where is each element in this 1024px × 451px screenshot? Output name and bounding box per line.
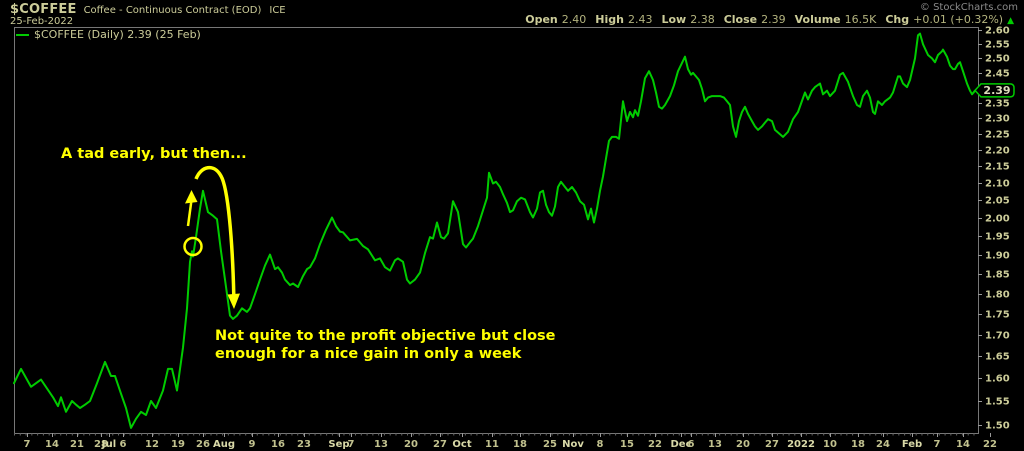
x-axis-label: 7 — [934, 439, 941, 450]
y-axis-label: 1.70 — [985, 331, 1010, 342]
quote-value-high: 2.43 — [627, 13, 653, 26]
x-axis-label: 10 — [823, 439, 837, 450]
chart-title: $COFFEE Coffee - Continuous Contract (EO… — [10, 2, 286, 17]
x-axis-label: 26 — [196, 439, 210, 450]
x-axis-label: 20 — [736, 439, 750, 450]
x-axis-label: 13 — [374, 439, 388, 450]
quote-label-volume: Volume — [794, 13, 841, 26]
x-axis-label: Sep — [328, 439, 349, 450]
y-axis-label: 1.65 — [985, 352, 1010, 363]
x-axis-label: 20 — [404, 439, 418, 450]
x-axis-label: Nov — [562, 439, 584, 450]
x-axis-label: 7 — [24, 439, 31, 450]
x-axis-label: Aug — [213, 439, 235, 450]
series-line-swatch — [16, 33, 29, 36]
quote-label-high: High — [595, 13, 624, 26]
x-axis-label: 21 — [70, 439, 84, 450]
y-axis-label: 1.80 — [985, 290, 1010, 301]
price-line — [13, 32, 978, 429]
x-axis-label: 25 — [543, 439, 557, 450]
x-axis-label: 16 — [271, 439, 285, 450]
x-axis-label: 9 — [249, 439, 256, 450]
x-axis-label: Dec — [670, 439, 691, 450]
x-axis-label: 6 — [688, 439, 695, 450]
x-axis-label: 18 — [851, 439, 865, 450]
y-axis-label: 2.10 — [985, 179, 1010, 190]
x-axis-label: 14 — [956, 439, 970, 450]
x-axis-label: 13 — [708, 439, 722, 450]
x-axis-label: 24 — [876, 439, 890, 450]
x-axis-label: 28 — [94, 439, 108, 450]
last-price-badge-value: 2.39 — [983, 84, 1010, 97]
up-arrow-head-icon — [185, 190, 198, 204]
symbol-label: $COFFEE — [10, 2, 77, 17]
y-axis-label: 2.60 — [985, 26, 1010, 37]
quote-value-volume: 16.5K — [844, 13, 877, 26]
x-axis-label: 7 — [348, 439, 355, 450]
x-axis-label: 11 — [485, 439, 499, 450]
quote-value-close: 2.39 — [761, 13, 786, 26]
quote-label-chg: Chg — [885, 13, 910, 26]
x-axis-label: 23 — [297, 439, 311, 450]
exchange-label: ICE — [269, 5, 286, 16]
contract-description: Coffee - Continuous Contract (EOD) — [83, 5, 262, 16]
x-axis-label: 27 — [433, 439, 447, 450]
up-arrow — [186, 199, 193, 227]
x-axis-label: 18 — [513, 439, 527, 450]
y-axis-label: 1.55 — [985, 397, 1010, 408]
y-axis-label: 2.50 — [985, 54, 1010, 65]
x-axis-label: 14 — [45, 439, 59, 450]
quote-value-open: 2.40 — [561, 13, 587, 26]
y-axis-label: 2.20 — [985, 146, 1010, 157]
x-axis-label: 2022 — [787, 439, 815, 450]
y-axis-label: 2.35 — [985, 99, 1010, 110]
annotation-note-profit: Not quite to the profit objective but cl… — [215, 327, 556, 363]
x-axis-label: 22 — [648, 439, 662, 450]
y-axis-label: 2.05 — [985, 196, 1010, 207]
y-axis-label: 2.45 — [985, 69, 1010, 80]
quote-value-low: 2.38 — [690, 13, 715, 26]
y-axis-label: 2.00 — [985, 214, 1010, 225]
x-axis-label: 15 — [620, 439, 634, 450]
plot-frame — [14, 27, 979, 434]
y-axis-label: 1.50 — [985, 421, 1010, 432]
x-axis-label: 6 — [120, 439, 127, 450]
x-axis-label: 19 — [171, 439, 185, 450]
y-axis-label: 1.95 — [985, 232, 1010, 243]
y-axis-label: 2.25 — [985, 130, 1010, 141]
x-axis-label: Jul — [101, 439, 116, 450]
copyright-label: © StockCharts.com — [919, 2, 1018, 13]
change-up-triangle-icon: ▲ — [1007, 16, 1014, 26]
quote-label-low: Low — [661, 13, 687, 26]
x-axis-label: 27 — [765, 439, 779, 450]
entry-circle-marker — [183, 236, 203, 257]
last-price-badge — [973, 83, 1015, 98]
x-axis-label: Oct — [452, 439, 471, 450]
annotation-note-early: A tad early, but then... — [61, 146, 247, 162]
x-axis-label: 12 — [145, 439, 159, 450]
quote-label-close: Close — [723, 13, 758, 26]
ohlc-quote-row: Open 2.40 High 2.43 Low 2.38 Close 2.39 Volume 16… — [516, 13, 1014, 26]
y-axis-label: 2.55 — [985, 40, 1010, 51]
y-axis-label: 1.90 — [985, 251, 1010, 262]
y-axis-label: 2.30 — [985, 114, 1010, 125]
y-axis-label: 1.60 — [985, 374, 1010, 385]
y-axis-label: 2.15 — [985, 162, 1010, 173]
series-legend: $COFFEE (Daily) 2.39 (25 Feb) — [16, 28, 201, 41]
x-axis-label: 22 — [983, 439, 997, 450]
y-axis-label: 1.75 — [985, 310, 1010, 321]
quote-value-chg: +0.01 (+0.32%) — [913, 13, 1004, 26]
annotation-note-profit-line2: enough for a nice gain in only a week — [215, 346, 522, 362]
down-arrow-head-icon — [227, 293, 240, 309]
x-axis-label: 8 — [597, 439, 604, 450]
quote-label-open: Open — [525, 13, 558, 26]
series-legend-label: $COFFEE (Daily) 2.39 (25 Feb) — [34, 28, 201, 41]
y-axis-label: 1.85 — [985, 270, 1010, 281]
curved-down-arrow — [194, 166, 236, 297]
date-label: 25-Feb-2022 — [10, 16, 74, 27]
x-axis-label: Feb — [902, 439, 922, 450]
annotation-note-profit-line1: Not quite to the profit objective but cl… — [215, 328, 556, 344]
